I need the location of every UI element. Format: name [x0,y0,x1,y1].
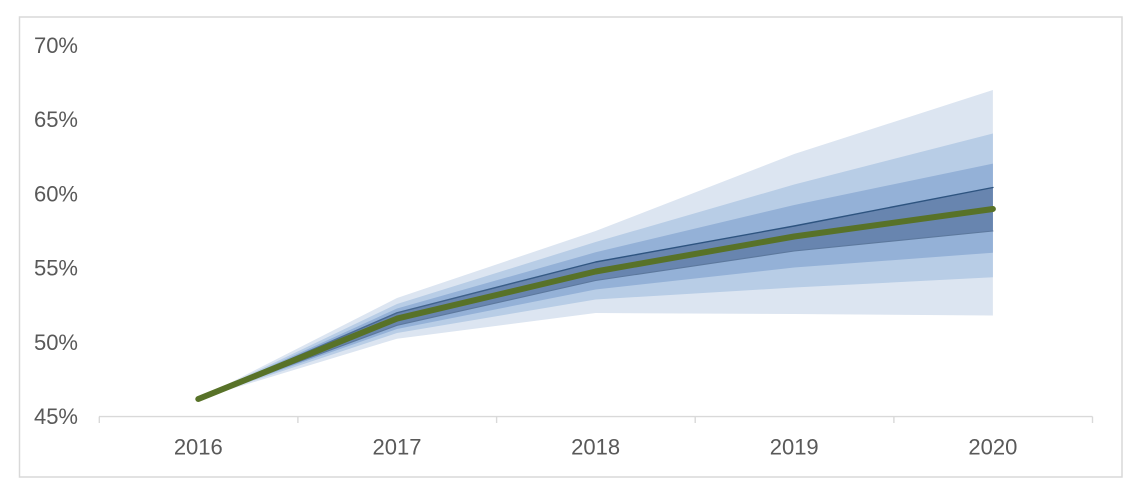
svg-text:65%: 65% [34,107,78,132]
svg-text:2016: 2016 [174,435,223,460]
svg-text:45%: 45% [34,404,78,429]
svg-text:2018: 2018 [571,435,620,460]
svg-text:2019: 2019 [770,435,819,460]
svg-text:2017: 2017 [373,435,422,460]
svg-text:55%: 55% [34,256,78,281]
svg-text:50%: 50% [34,330,78,355]
svg-text:60%: 60% [34,181,78,206]
svg-text:2020: 2020 [968,435,1017,460]
svg-text:70%: 70% [34,33,78,58]
